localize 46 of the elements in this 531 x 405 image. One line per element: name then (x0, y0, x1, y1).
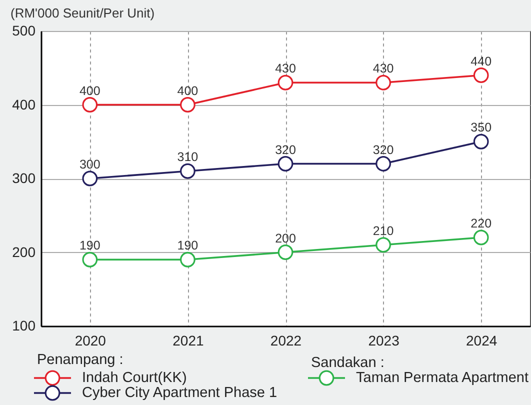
data-label: 430 (372, 62, 394, 76)
point (376, 156, 391, 172)
y-axis-title: (RM'000 Seunit/Per Unit) (10, 6, 155, 20)
data-label: 210 (372, 224, 394, 238)
legend-label: Indah Court(KK) (82, 370, 187, 386)
point (278, 156, 294, 172)
point (82, 170, 98, 186)
data-label: 310 (177, 150, 198, 164)
point (278, 74, 294, 90)
data-label: 200 (275, 231, 296, 246)
data-label: 220 (470, 216, 492, 230)
point (278, 244, 294, 260)
x-tick-label: 2022 (270, 332, 302, 348)
data-label: 320 (275, 142, 296, 157)
data-label: 430 (275, 62, 296, 76)
text: Sandakan : (311, 355, 384, 371)
point (180, 97, 196, 112)
y-tick-label: 200 (12, 244, 36, 260)
text: Penampang : (37, 352, 124, 368)
data-label: 350 (470, 120, 492, 135)
point (473, 230, 489, 246)
x-tick-label: 2021 (172, 332, 204, 348)
point (82, 97, 98, 112)
data-label: 400 (79, 84, 100, 98)
x-tick-label: 2024 (466, 332, 498, 348)
legend-label: Cyber City Apartment Phase 1 (82, 385, 278, 401)
data-label: 440 (470, 54, 492, 68)
point (376, 74, 391, 90)
point (473, 68, 489, 83)
x-tick-label: 2023 (368, 332, 400, 348)
y-tick-label: 300 (12, 170, 36, 186)
data-label: 190 (177, 238, 198, 253)
data-label: 320 (372, 142, 394, 157)
data-label: 190 (79, 238, 100, 253)
data-label: 400 (177, 84, 198, 98)
point (473, 134, 489, 150)
legend-label: Taman Permata Apartment (356, 370, 528, 386)
y-tick-label: 400 (12, 96, 36, 112)
data-label: 300 (79, 158, 100, 172)
point (82, 252, 98, 268)
point (376, 237, 391, 253)
x-tick-label: 2020 (74, 332, 106, 348)
y-tick-label: 100 (12, 318, 36, 334)
y-tick-label: 500 (12, 22, 36, 38)
point (180, 163, 196, 179)
point (180, 252, 196, 268)
